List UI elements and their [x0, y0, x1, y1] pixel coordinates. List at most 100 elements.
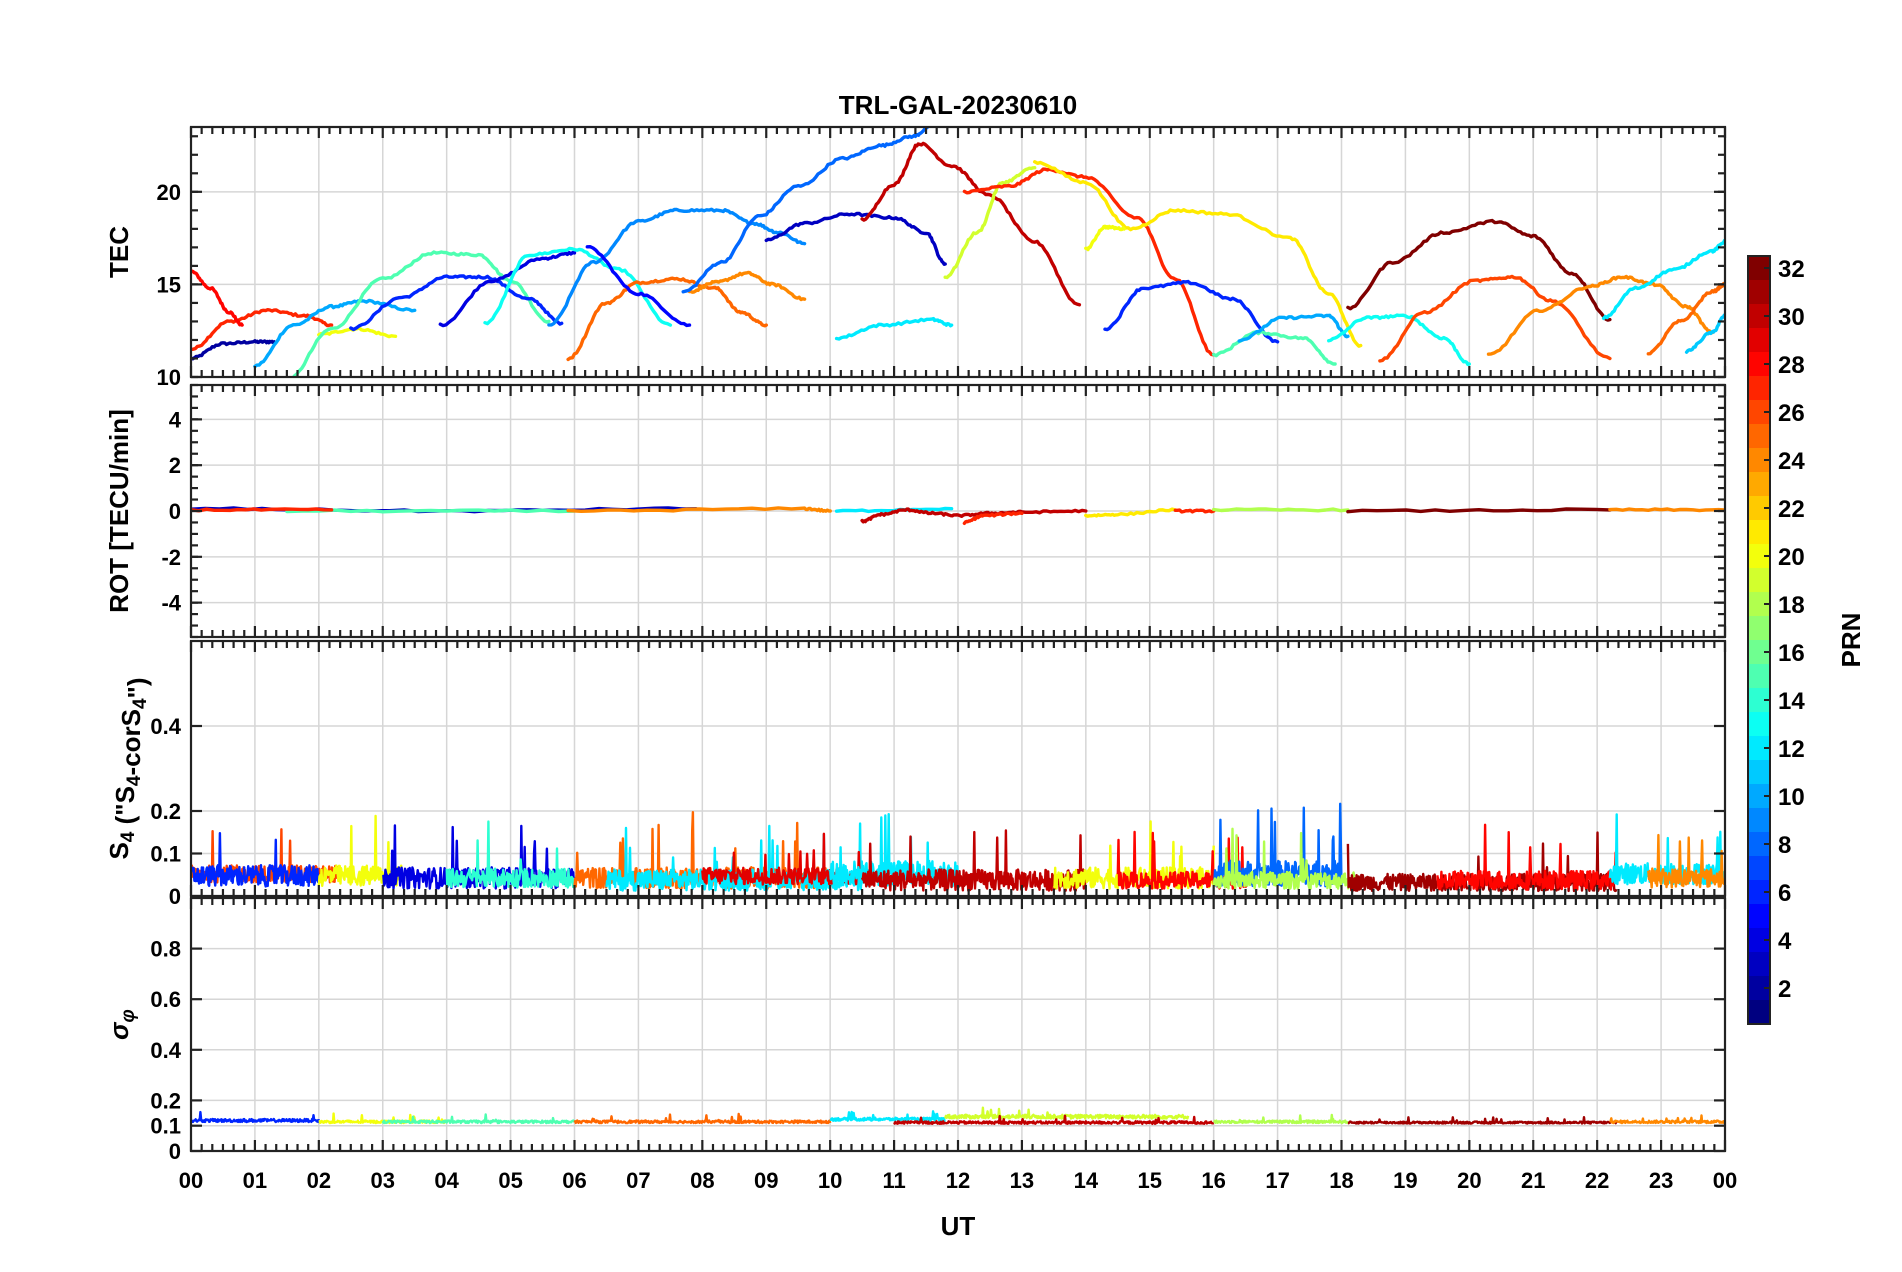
tec-series-prn8: [681, 127, 932, 294]
y-tick-label: 0.6: [150, 987, 181, 1012]
rot-series-prn32: [1346, 507, 1612, 514]
y-tick-label: 20: [157, 180, 181, 205]
tec-series-prn27: [191, 308, 334, 352]
x-tick-label: 07: [626, 1168, 650, 1193]
x-ticks-tec: [189, 127, 1727, 377]
colorbar-cell: [1748, 616, 1770, 641]
colorbar-tick-label: 26: [1778, 400, 1805, 427]
x-tick-label: 18: [1329, 1168, 1353, 1193]
sigma_phi-trace-prn25: [573, 1112, 832, 1125]
s4-trace-prn24: [1647, 833, 1725, 889]
tec-series-prn12: [834, 316, 954, 341]
colorbar-cell: [1748, 688, 1770, 713]
tec-series-prn15: [291, 250, 551, 377]
y-tick-label: 0.4: [150, 714, 181, 739]
tec-series-prn12: [1601, 239, 1725, 321]
colorbar-cell: [1748, 544, 1770, 569]
colorbar-cell: [1748, 856, 1770, 881]
colorbar-cell: [1748, 1000, 1770, 1025]
tec-series-prn27: [962, 167, 1216, 357]
panel-sigma_phi: 00.10.2 0.4 0.6 0.8 σφ: [104, 896, 1727, 1164]
colorbar-cell: [1748, 280, 1770, 305]
sigma_phi-trace-prn15: [381, 1113, 576, 1125]
y-tick-label: -4: [161, 591, 181, 616]
chart-title: TRL-GAL-20230610: [839, 90, 1077, 120]
x-tick-label: 19: [1393, 1168, 1417, 1193]
s4-trace-prn12: [1608, 813, 1725, 886]
tec-series-prn11: [1684, 313, 1725, 354]
colorbar-cell: [1748, 712, 1770, 737]
tec-series-prn15: [1211, 329, 1337, 366]
y-tick-label: 0.1: [150, 1114, 181, 1139]
colorbar-cell: [1748, 808, 1770, 833]
tec-series-prn21: [1032, 160, 1363, 348]
sigma_phi-trace-prn30: [893, 1114, 1215, 1126]
tec-series-prn13: [1326, 313, 1472, 367]
s4-trace-prn30: [860, 829, 1087, 892]
y-axis-label-rot: ROT [TECU/min]: [104, 409, 134, 613]
colorbar-cell: [1748, 448, 1770, 473]
colorbar-cell: [1748, 592, 1770, 617]
colorbar-cell: [1748, 976, 1770, 1001]
colorbar-cell: [1748, 928, 1770, 953]
s4-trace-prn18: [1212, 827, 1356, 890]
colorbar-cell: [1748, 952, 1770, 977]
y-tick-label: 15: [157, 272, 181, 297]
tec-series-prn24: [1486, 274, 1714, 356]
colorbar-tick-label: 4: [1778, 928, 1792, 955]
colorbar-tick-label: 14: [1778, 688, 1805, 715]
x-tick-label: 06: [562, 1168, 586, 1193]
s4-trace-prn14: [445, 820, 576, 889]
colorbar-cell: [1748, 760, 1770, 785]
colorbar-tick-label: 32: [1778, 256, 1805, 283]
x-tick-label: 14: [1074, 1168, 1099, 1193]
x-tick-label: 13: [1010, 1168, 1034, 1193]
sigma_phi-trace-prn12: [829, 1110, 946, 1122]
x-tick-label: 22: [1585, 1168, 1609, 1193]
rot-series-prn15: [285, 508, 577, 514]
sigma_phi-trace-prn24: [1608, 1114, 1725, 1125]
rot-series-prn27: [191, 507, 334, 513]
tec-series-prn10: [1237, 313, 1350, 343]
x-tick-label: 16: [1201, 1168, 1225, 1193]
tec-series-prn24: [687, 270, 807, 302]
x-axis-label: UT: [941, 1211, 976, 1241]
tec-series-prn5: [585, 244, 692, 328]
y-ticks-rot: [191, 383, 1725, 639]
x-tick-label: 00: [179, 1168, 203, 1193]
sigma_phi-trace-prn31: [1347, 1115, 1618, 1125]
x-tick-labels: 00 01 02 03 04 05 06 07 08 09 10 11 12 13 14 15 16 17 18 19…: [179, 1168, 1737, 1193]
y-tick-label: 4: [169, 407, 182, 432]
y-tick-label: -2: [161, 545, 181, 570]
y-ticks-s4: [191, 724, 1725, 898]
data-tec: [191, 127, 1725, 377]
x-tick-label: 15: [1138, 1168, 1162, 1193]
tec-series-prn19: [943, 165, 1037, 280]
colorbar-cell: [1748, 304, 1770, 329]
x-tick-label: 12: [946, 1168, 970, 1193]
sigma_phi-trace-prn19: [944, 1106, 1190, 1120]
s4-trace-prn20: [317, 814, 404, 887]
y-axis-label-tec: TEC: [104, 226, 134, 278]
tec-series-prn32: [1346, 218, 1612, 322]
colorbar-label: PRN: [1836, 613, 1866, 668]
x-tick-label: 02: [307, 1168, 331, 1193]
colorbar-cell: [1748, 832, 1770, 857]
rot-series-prn21: [1084, 507, 1178, 518]
colorbar-tick-label: 22: [1778, 496, 1805, 523]
colorbar-cell: [1748, 664, 1770, 689]
colorbar-tick-label: 10: [1778, 784, 1805, 811]
rot-series-prn27: [1173, 508, 1216, 514]
tec-series-prn26: [1378, 274, 1612, 363]
colorbar-tick-label: 20: [1778, 544, 1805, 571]
colorbar-tick-label: 12: [1778, 736, 1805, 763]
y-ticks-tec: [191, 135, 1725, 379]
colorbar-cell: [1748, 352, 1770, 377]
y-ticks-sigma_phi: [191, 947, 1725, 1153]
y-tick-label: 0.2: [150, 1088, 181, 1113]
y-tick-label: 0.8: [150, 937, 181, 962]
tec-series-prn6: [1103, 279, 1280, 344]
x-tick-label: 05: [498, 1168, 522, 1193]
colorbar-cell: [1748, 640, 1770, 665]
